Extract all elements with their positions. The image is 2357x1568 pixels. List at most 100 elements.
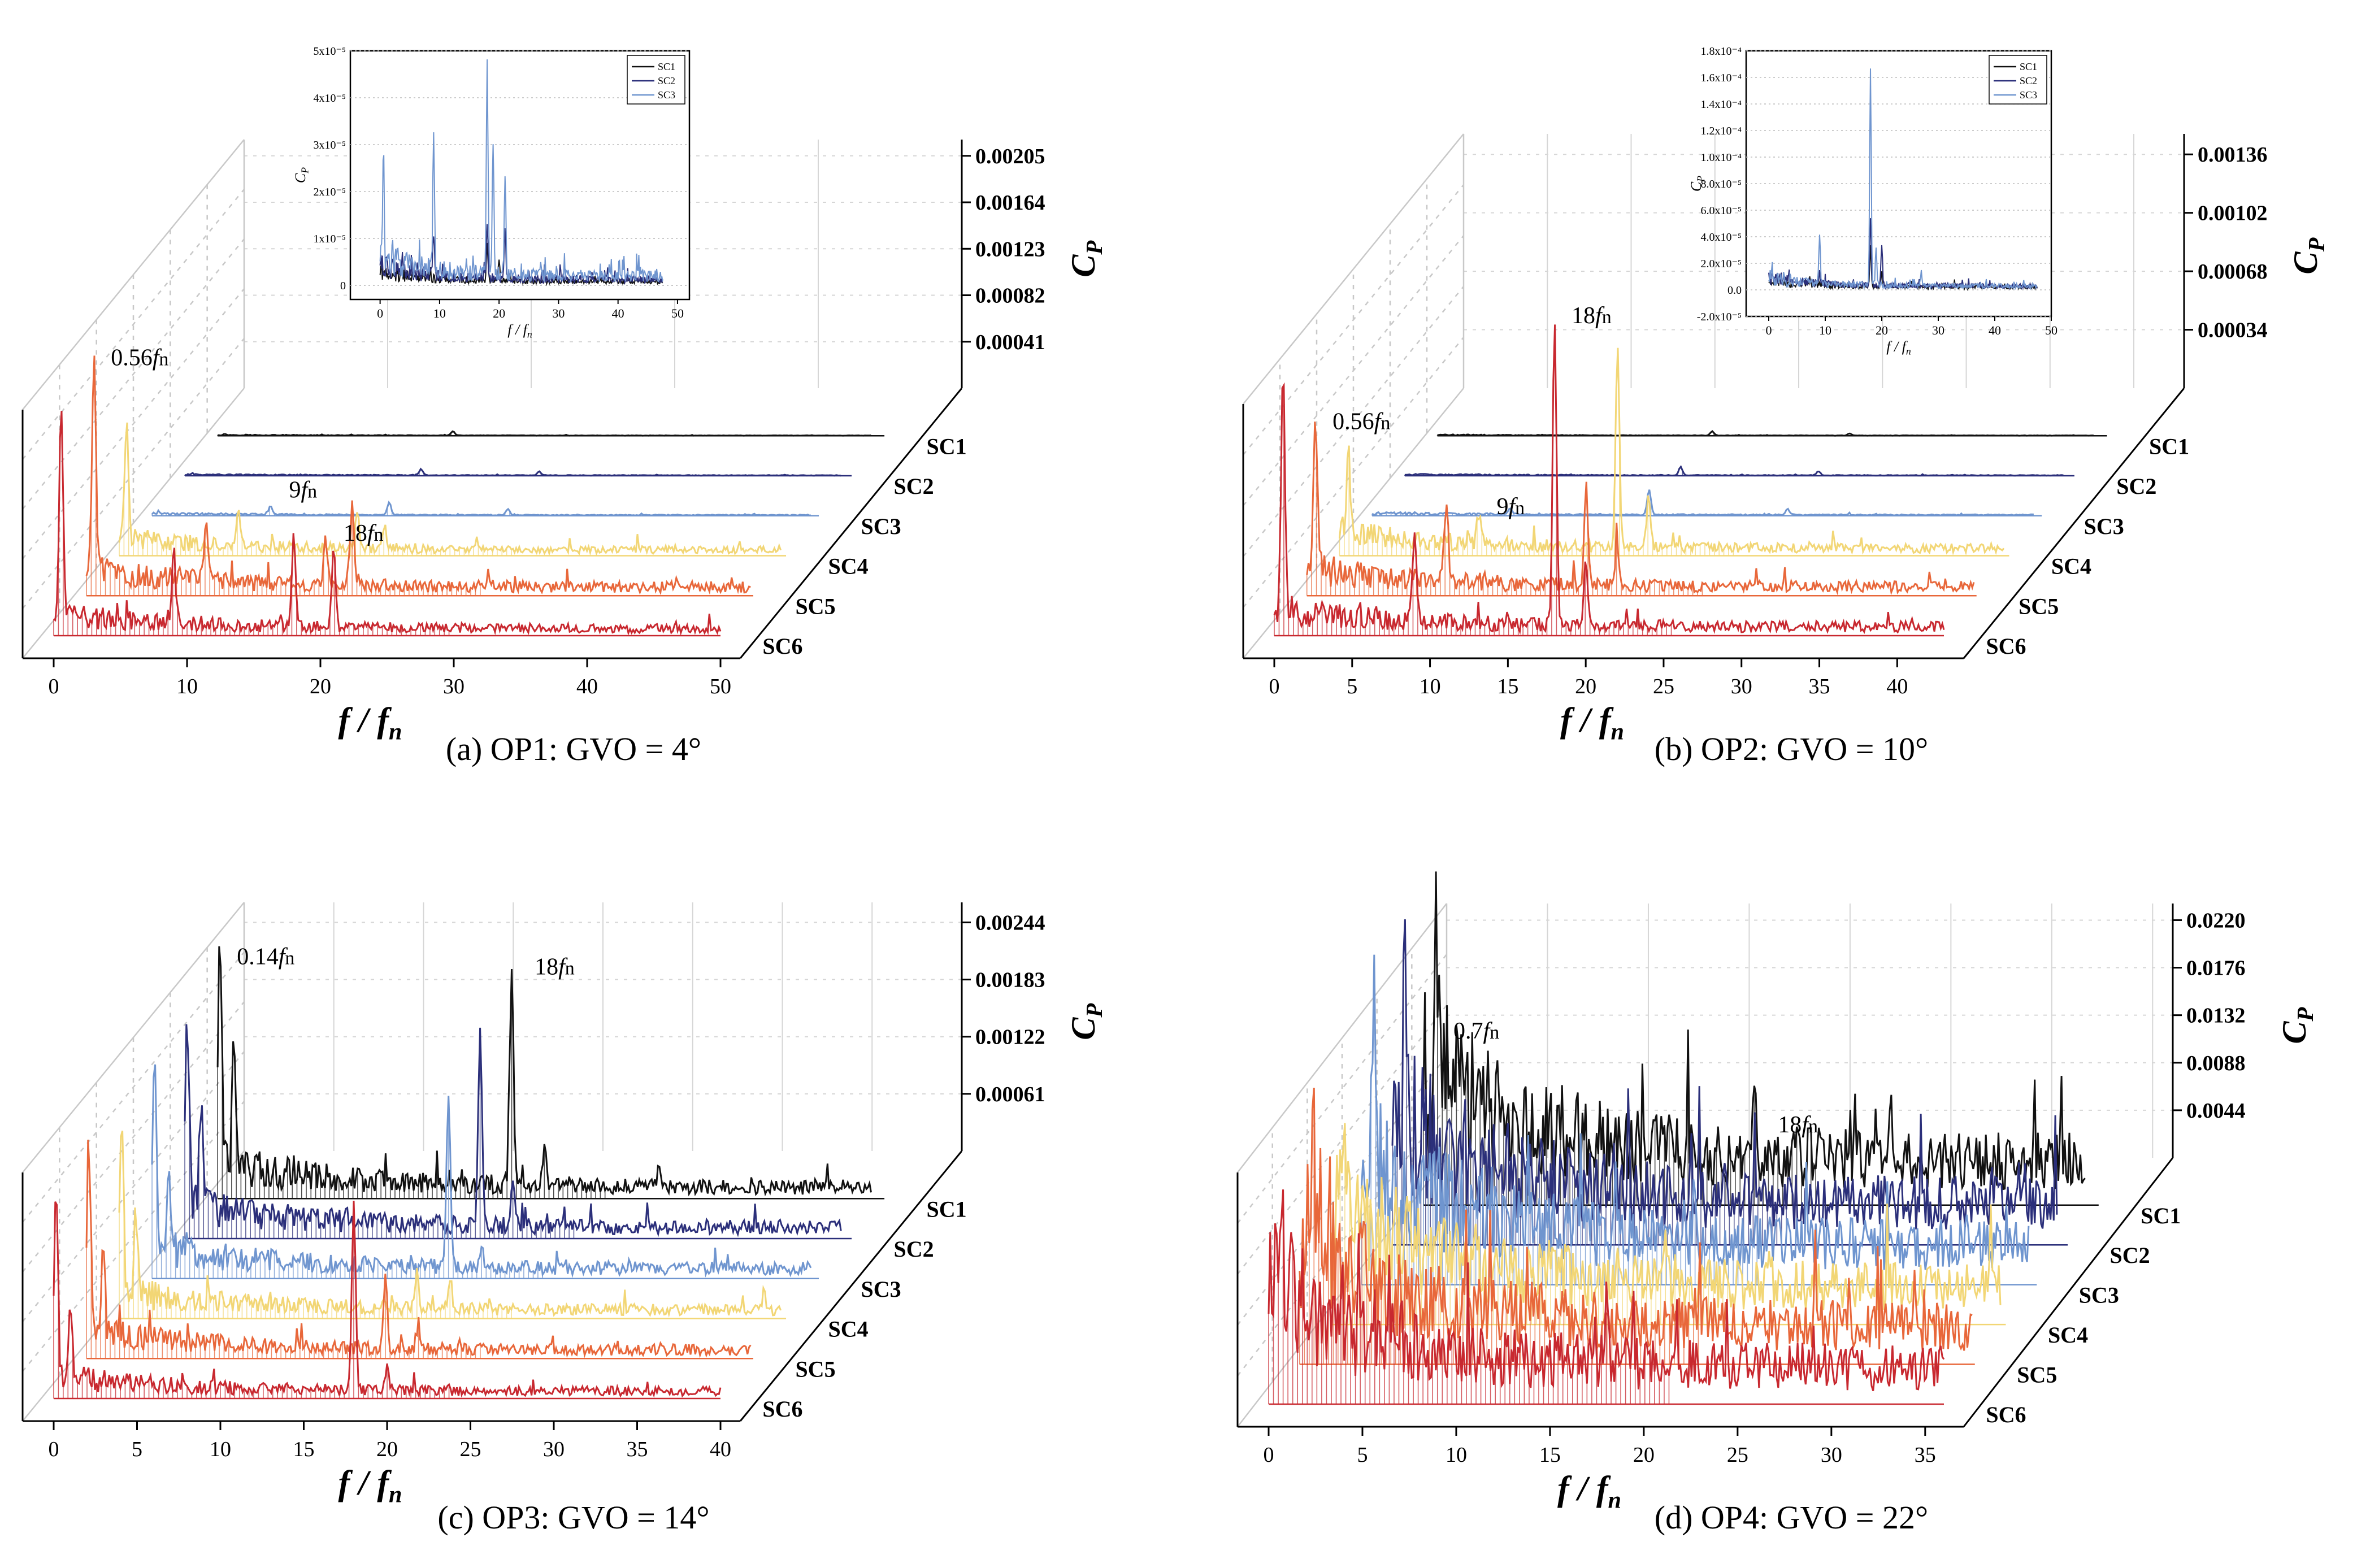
x-tick-label: 5 [132, 1437, 142, 1461]
series-label: SC2 [893, 1236, 934, 1262]
inset-x-tick-label: 0 [377, 306, 383, 320]
x-tick-label: 25 [1727, 1443, 1748, 1467]
series-sc5 [85, 1139, 754, 1359]
series-label: SC5 [2019, 593, 2059, 619]
series-line [184, 467, 841, 477]
inset-y-tick-label: 4.0x10⁻⁵ [1700, 231, 1742, 244]
series-sc4 [118, 422, 787, 557]
y-axis-title: CP [1065, 1003, 1107, 1040]
inset-legend-label: SC2 [2020, 75, 2037, 86]
y-axis-title: CP [2276, 1006, 2318, 1044]
series-label: SC4 [2051, 554, 2091, 579]
series-line [151, 1064, 812, 1278]
x-tick-label: 5 [1357, 1443, 1368, 1467]
series-line [1306, 422, 1975, 596]
series-label: SC5 [2017, 1362, 2057, 1388]
inset-y-tick-label: 1x10⁻⁵ [313, 233, 346, 245]
series-line [1299, 1087, 1973, 1351]
side-wall-gridline [22, 952, 245, 1223]
series-sc2 [184, 467, 852, 477]
x-tick-label: 30 [543, 1437, 565, 1461]
series-line [118, 422, 782, 557]
peak-annotation: 0.7fn [1453, 1018, 1499, 1044]
y-tick-label: 0.00068 [2198, 260, 2268, 284]
side-wall-top-edge [22, 139, 245, 410]
side-wall-gridline [22, 189, 245, 460]
y-tick-label: 0.00102 [2198, 202, 2268, 225]
series-line [216, 946, 872, 1197]
x-tick-label: 0 [1269, 675, 1280, 698]
inset-legend-label: SC1 [658, 61, 675, 72]
depth-axis-line [1963, 1157, 2174, 1427]
x-tick-label: 10 [1446, 1443, 1467, 1467]
series-line [1371, 489, 2034, 516]
series-line [151, 500, 811, 516]
inset-x-tick-label: 40 [612, 306, 624, 320]
peak-annotation: 0.56fn [1332, 409, 1390, 435]
inset-y-tick-label: 3x10⁻⁵ [313, 139, 346, 151]
x-tick-label: 15 [1497, 675, 1518, 698]
inset-series-sc3 [1768, 68, 2038, 290]
series-line [53, 411, 722, 636]
y-axis-title: CP [1065, 240, 1107, 277]
side-wall-gridline [22, 238, 245, 510]
peak-annotation: 18fn [1778, 1112, 1818, 1138]
x-tick-label: 40 [710, 1437, 731, 1461]
side-wall-gridline [1243, 286, 1464, 557]
depth-axis-line [739, 388, 963, 659]
panel-caption: (d) OP4: GVO = 22° [1655, 1499, 1928, 1536]
x-tick-label: 15 [293, 1437, 315, 1461]
series-sc6 [53, 1200, 722, 1400]
front-axes [1242, 134, 2185, 659]
panel-caption: (b) OP2: GVO = 10° [1655, 731, 1928, 767]
inset-chart: 0 1x10⁻⁵ 2x10⁻⁵ 3x10⁻⁵ 4x10⁻⁵ 5x10⁻⁵ 0 10 20 30 40… [292, 45, 691, 340]
series-line [1268, 1189, 1945, 1391]
peak-annotation: 9fn [1496, 494, 1525, 520]
y-tick-label: 0.00164 [975, 191, 1045, 215]
series-label: SC4 [828, 554, 868, 579]
inset-y-tick-label: 1.8x10⁻⁴ [1700, 45, 1742, 58]
x-tick-label: 20 [310, 675, 331, 698]
series-line [184, 1024, 842, 1237]
inset-legend-label: SC3 [2020, 89, 2037, 101]
series-line [118, 1130, 782, 1318]
chart-panel-c: 0 5 10 15 20 25 30 35 40 f / fn 0.00061 0.00122 0.00… [21, 902, 1107, 1536]
x-tick-label: 10 [1420, 675, 1441, 698]
inset-y-tick-label: 0 [340, 280, 346, 292]
peak-annotation: 0.56fn [111, 345, 168, 371]
x-tick-label: 25 [1653, 675, 1674, 698]
inset-y-tick-label: 5x10⁻⁵ [313, 45, 346, 58]
inset-x-axis-title: f / fn [507, 322, 532, 340]
x-tick-label: 10 [210, 1437, 231, 1461]
inset-x-tick-label: 10 [1819, 323, 1831, 337]
x-tick-label: 30 [443, 675, 465, 698]
chart-panel-d: 0 5 10 15 20 25 30 35 f / fn 0.0044 0.0088 0.0132 0.… [1236, 871, 2318, 1536]
x-axis-title: f / fn [1560, 701, 1624, 745]
depth-axis-line [1963, 388, 2185, 659]
x-tick-label: 30 [1731, 675, 1752, 698]
inset-y-axis-title: CP [1688, 176, 1707, 192]
inset-legend-label: SC3 [658, 89, 675, 101]
inset-legend-label: SC2 [658, 75, 675, 86]
inset-x-axis-title: f / fn [1886, 338, 1911, 357]
inset-x-tick-label: 30 [552, 306, 565, 320]
front-axes [21, 902, 963, 1422]
inset-chart: -2.0x10⁻⁵ 0.0 2.0x10⁻⁵ 4.0x10⁻⁵ 6.0x10⁻⁵ 8.0x… [1688, 45, 2058, 357]
y-tick-label: 0.00082 [975, 284, 1045, 308]
series-label: SC6 [1986, 1402, 2026, 1427]
series-sc4 [1338, 348, 2009, 557]
inset-x-tick-label: 30 [1932, 323, 1944, 337]
series-label: SC6 [762, 633, 802, 659]
inset-x-tick-label: 0 [1766, 323, 1772, 337]
back-wall [244, 902, 962, 1151]
inset-y-tick-label: 4x10⁻⁵ [313, 92, 346, 105]
inset-legend-box [627, 55, 685, 105]
x-tick-label: 15 [1539, 1443, 1561, 1467]
front-axes [1236, 904, 2174, 1428]
y-tick-label: 0.0220 [2186, 909, 2246, 932]
inset-x-tick-label: 50 [671, 306, 684, 320]
series-sc6 [1268, 1189, 1945, 1405]
inset-series-sc3 [379, 59, 663, 283]
series-sc6 [1273, 324, 1945, 637]
front-axes [21, 140, 963, 659]
